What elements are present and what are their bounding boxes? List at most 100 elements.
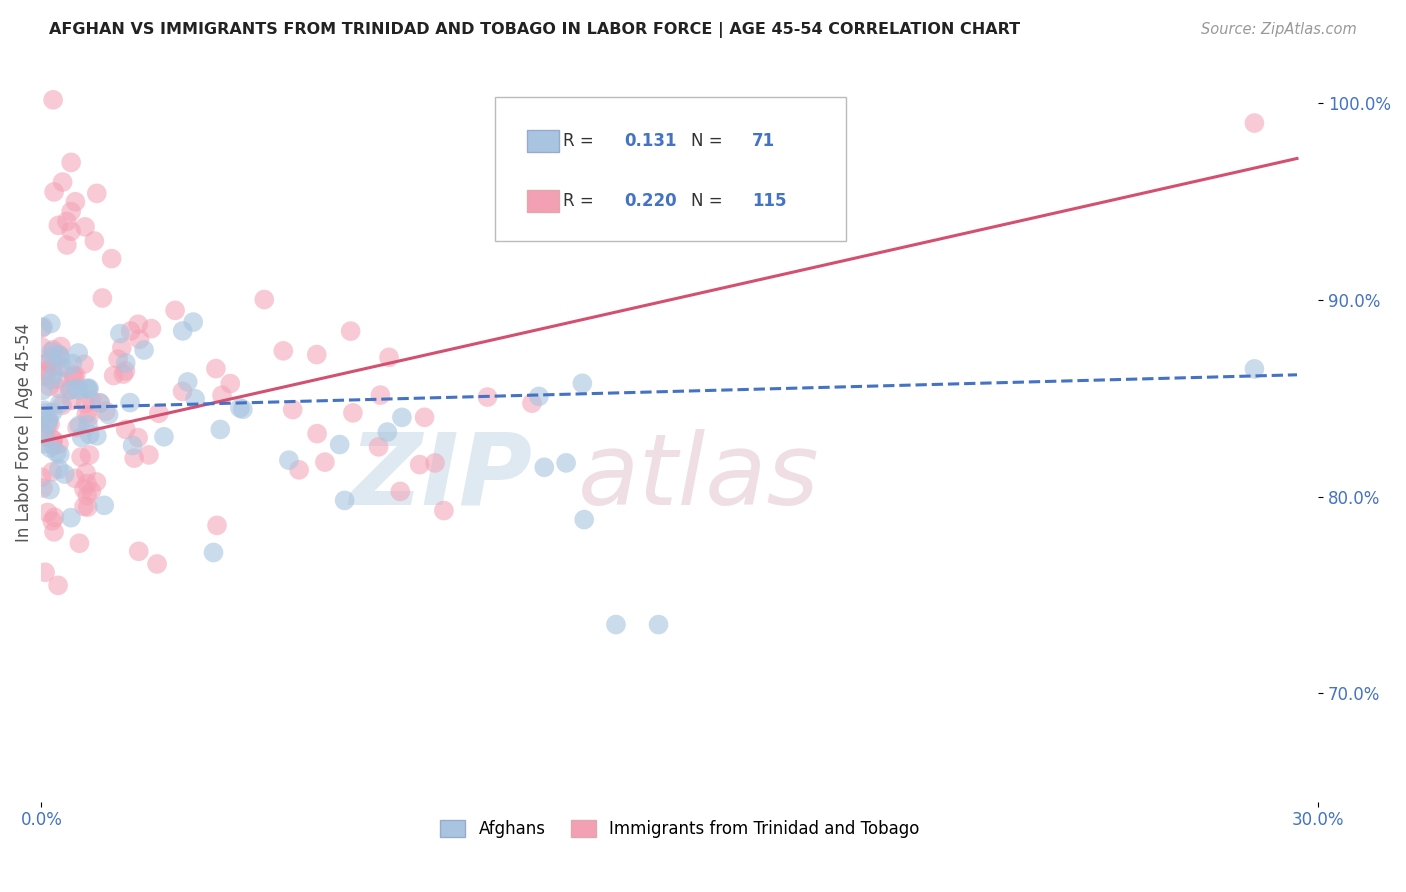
Point xyxy=(80,484,103,499)
Point xyxy=(97,408,120,422)
Point xyxy=(49,340,72,354)
Point xyxy=(172,384,194,399)
Point xyxy=(333,493,356,508)
Point xyxy=(42,433,65,447)
Point xyxy=(205,518,228,533)
Point xyxy=(73,357,96,371)
Point xyxy=(148,406,170,420)
Point xyxy=(79,448,101,462)
Point xyxy=(34,426,56,441)
Point xyxy=(41,344,63,359)
Point xyxy=(75,407,97,421)
Point xyxy=(32,436,55,450)
Text: R =: R = xyxy=(562,193,599,211)
Point xyxy=(46,578,69,592)
Point xyxy=(89,395,111,409)
Point xyxy=(76,500,98,514)
Point xyxy=(114,356,136,370)
Point xyxy=(37,413,59,427)
Point xyxy=(62,356,84,370)
Point xyxy=(219,376,242,391)
Point xyxy=(128,544,150,558)
Point xyxy=(42,359,65,373)
Point xyxy=(307,426,329,441)
Point xyxy=(112,367,135,381)
Point xyxy=(59,383,82,397)
Point xyxy=(32,319,55,334)
Point xyxy=(48,347,70,361)
Point xyxy=(42,439,65,453)
Point xyxy=(370,388,392,402)
Point xyxy=(31,340,53,354)
Point xyxy=(42,368,65,382)
Point xyxy=(232,402,254,417)
Point xyxy=(229,401,252,415)
Point xyxy=(389,484,412,499)
Point xyxy=(52,175,75,189)
Point xyxy=(605,617,627,632)
Point xyxy=(107,352,129,367)
Point xyxy=(48,462,70,476)
Point xyxy=(94,404,117,418)
Y-axis label: In Labor Force | Age 45-54: In Labor Force | Age 45-54 xyxy=(15,323,32,542)
Point xyxy=(1243,116,1265,130)
Point xyxy=(138,448,160,462)
Point xyxy=(91,291,114,305)
Point xyxy=(391,410,413,425)
Point xyxy=(60,204,83,219)
Text: ZIP: ZIP xyxy=(350,428,533,525)
FancyBboxPatch shape xyxy=(495,97,846,241)
Point xyxy=(527,389,550,403)
Point xyxy=(314,455,336,469)
Point xyxy=(67,536,90,550)
Point xyxy=(128,332,150,346)
Point xyxy=(66,420,89,434)
Point xyxy=(39,317,62,331)
Point xyxy=(1243,362,1265,376)
Point xyxy=(277,453,299,467)
Point xyxy=(114,422,136,436)
Point xyxy=(120,324,142,338)
Point xyxy=(48,219,70,233)
Point xyxy=(49,351,72,365)
Point xyxy=(172,324,194,338)
Point xyxy=(281,402,304,417)
Point xyxy=(65,368,87,383)
Point xyxy=(56,238,79,252)
Point xyxy=(127,431,149,445)
Point xyxy=(65,194,87,209)
Point xyxy=(38,354,60,368)
Point xyxy=(253,293,276,307)
Point xyxy=(34,429,56,443)
Point xyxy=(38,379,60,393)
Point xyxy=(305,348,328,362)
Point xyxy=(83,234,105,248)
Point xyxy=(42,185,65,199)
Point xyxy=(165,303,187,318)
Point xyxy=(122,451,145,466)
Point xyxy=(44,510,66,524)
Point xyxy=(56,214,79,228)
Text: 71: 71 xyxy=(752,132,775,150)
Point xyxy=(34,403,56,417)
Point xyxy=(41,465,63,479)
Text: R =: R = xyxy=(562,132,599,150)
FancyBboxPatch shape xyxy=(527,129,560,152)
Point xyxy=(80,393,103,408)
Point xyxy=(141,321,163,335)
Point xyxy=(49,359,72,374)
Point xyxy=(53,360,76,375)
Point xyxy=(100,252,122,266)
Point xyxy=(76,476,98,491)
Point xyxy=(45,446,67,460)
Point xyxy=(605,224,627,238)
Point xyxy=(51,398,73,412)
Text: atlas: atlas xyxy=(578,428,820,525)
Point xyxy=(86,475,108,489)
Point xyxy=(181,315,204,329)
Point xyxy=(67,418,90,433)
Point xyxy=(60,155,83,169)
Point xyxy=(63,471,86,485)
Point xyxy=(42,524,65,539)
Point xyxy=(67,383,90,397)
